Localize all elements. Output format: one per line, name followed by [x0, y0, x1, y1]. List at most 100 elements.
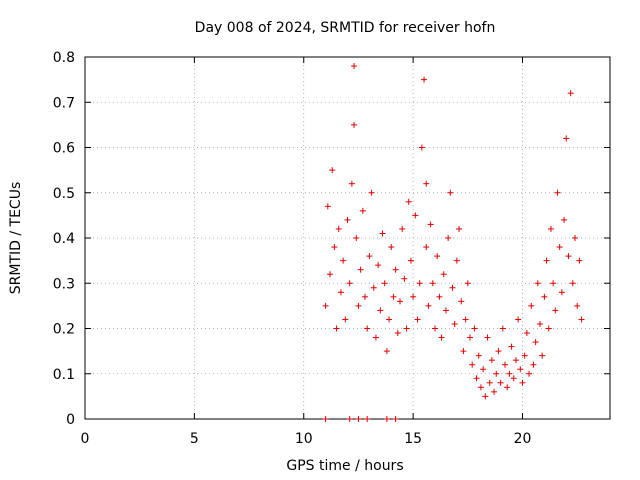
- data-point: [493, 370, 500, 377]
- data-point: [344, 216, 351, 223]
- data-point: [335, 225, 342, 232]
- data-point: [480, 366, 487, 373]
- data-point: [405, 198, 412, 205]
- x-tick-label: 0: [81, 431, 90, 447]
- data-point: [445, 235, 452, 241]
- data-point: [397, 298, 403, 305]
- data-point: [515, 316, 522, 323]
- data-point: [348, 180, 355, 187]
- data-point: [508, 343, 515, 350]
- data-point: [337, 289, 344, 296]
- data-point: [322, 302, 329, 309]
- data-point: [351, 121, 358, 128]
- data-point: [375, 262, 382, 269]
- data-point: [423, 244, 430, 251]
- data-point: [554, 189, 561, 196]
- y-tick-label: 0.2: [53, 322, 75, 338]
- y-tick-label: 0.7: [53, 95, 75, 111]
- data-point: [482, 393, 489, 400]
- x-tick-label: 10: [295, 431, 313, 447]
- data-point: [506, 370, 513, 377]
- data-point: [438, 334, 445, 341]
- data-point: [462, 316, 469, 323]
- data-point: [569, 280, 576, 287]
- data-point: [355, 302, 362, 309]
- data-point: [346, 280, 353, 287]
- x-axis-label: GPS time / hours: [286, 458, 403, 474]
- data-point: [512, 357, 519, 364]
- data-point: [440, 271, 447, 278]
- data-point: [390, 293, 397, 300]
- data-point: [550, 280, 557, 287]
- data-point: [451, 320, 458, 327]
- data-point: [502, 361, 508, 368]
- data-point: [383, 416, 390, 422]
- data-point: [517, 366, 524, 373]
- data-point: [399, 225, 406, 232]
- data-point: [521, 352, 528, 359]
- data-point: [473, 375, 480, 382]
- grid: [85, 57, 610, 419]
- data-point: [469, 361, 476, 368]
- data-point: [392, 416, 399, 422]
- data-point: [495, 348, 502, 355]
- data-point: [464, 280, 471, 287]
- data-point: [370, 284, 377, 291]
- data-point: [447, 189, 454, 196]
- data-point: [545, 325, 552, 332]
- data-point: [497, 379, 504, 386]
- data-point: [353, 235, 360, 241]
- data-point: [467, 334, 473, 341]
- data-point: [429, 280, 436, 287]
- data-point: [346, 416, 353, 422]
- data-point: [362, 293, 368, 300]
- data-point: [458, 298, 465, 305]
- y-tick-label: 0.8: [53, 50, 75, 66]
- data-point: [355, 416, 362, 422]
- data-point: [377, 307, 384, 314]
- data-point: [357, 266, 364, 273]
- y-tick-label: 0.1: [53, 367, 75, 383]
- data-points: [322, 63, 585, 422]
- y-axis-label: SRMTID / TECUs: [8, 182, 24, 295]
- data-point: [484, 334, 491, 341]
- data-point: [407, 257, 414, 264]
- data-point: [331, 244, 338, 251]
- data-point: [327, 271, 333, 278]
- data-point: [401, 275, 408, 282]
- y-tick-label: 0.6: [53, 141, 75, 157]
- data-point: [537, 320, 543, 327]
- data-point: [578, 316, 585, 323]
- data-point: [394, 330, 401, 337]
- data-point: [368, 189, 375, 196]
- data-point: [475, 352, 482, 359]
- data-point: [403, 325, 410, 332]
- data-point: [477, 384, 484, 391]
- data-point: [412, 212, 419, 219]
- data-point: [432, 325, 438, 332]
- data-point: [340, 257, 347, 264]
- data-point: [392, 266, 399, 273]
- data-point: [561, 216, 568, 223]
- data-point: [381, 280, 388, 287]
- data-point: [414, 316, 421, 323]
- data-point: [563, 135, 570, 142]
- data-point: [324, 203, 331, 210]
- data-point: [547, 225, 554, 232]
- data-point: [552, 307, 559, 314]
- data-point: [556, 244, 563, 251]
- data-point: [453, 257, 460, 264]
- data-point: [486, 379, 493, 386]
- data-point: [491, 388, 498, 395]
- y-tick-label: 0.5: [53, 186, 75, 202]
- data-point: [523, 330, 530, 337]
- data-point: [449, 284, 456, 291]
- data-point: [423, 180, 430, 187]
- data-point: [574, 302, 581, 309]
- data-point: [504, 384, 511, 391]
- data-point: [383, 348, 390, 355]
- data-point: [526, 370, 533, 377]
- data-point: [386, 316, 393, 323]
- data-point: [456, 225, 463, 232]
